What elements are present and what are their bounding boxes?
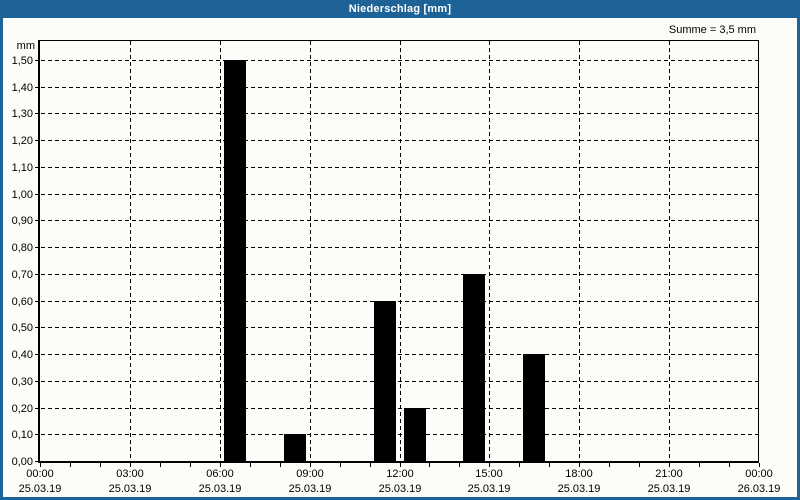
x-tick-date-label: 25.03.19 (199, 483, 242, 495)
window-title: Niederschlag [mm] (348, 3, 452, 15)
precipitation-bar (404, 408, 426, 462)
x-tick-date-label: 25.03.19 (468, 483, 511, 495)
x-tick-time-label: 03:00 (116, 468, 144, 480)
x-tick-date-label: 25.03.19 (19, 483, 62, 495)
sum-annotation: Summe = 3,5 mm (668, 24, 756, 36)
x-tick-date-label: 25.03.19 (558, 483, 601, 495)
y-axis-unit-label: mm (17, 40, 35, 52)
y-tick-label: 0,50 (12, 322, 33, 334)
precipitation-bar (224, 60, 246, 462)
x-tick-date-label: 25.03.19 (289, 483, 332, 495)
x-tick-date-label: 25.03.19 (379, 483, 422, 495)
x-tick-time-label: 00:00 (26, 468, 54, 480)
y-tick-label: 1,30 (12, 108, 33, 120)
x-tick-time-label: 09:00 (296, 468, 324, 480)
x-tick-time-label: 21:00 (655, 468, 683, 480)
y-tick-label: 1,20 (12, 135, 33, 147)
x-tick-date-label: 26.03.19 (738, 483, 781, 495)
y-tick-label: 0,40 (12, 349, 33, 361)
y-tick-label: 0,10 (12, 429, 33, 441)
x-tick-time-label: 18:00 (565, 468, 593, 480)
x-tick-time-label: 00:00 (745, 468, 773, 480)
y-tick-label: 0,80 (12, 242, 33, 254)
window-titlebar: Niederschlag [mm] (3, 0, 797, 18)
y-tick-label: 0,30 (12, 376, 33, 388)
x-tick-time-label: 12:00 (386, 468, 414, 480)
y-tick-label: 0,70 (12, 269, 33, 281)
chart-content: Summe = 3,5 mm 0,00 0,10 0,20 0,30 0,40 0,50 0… (3, 18, 797, 497)
precipitation-bar (284, 434, 306, 462)
x-tick-time-label: 15:00 (475, 468, 503, 480)
precipitation-bar (374, 301, 396, 462)
y-tick-label: 0,60 (12, 296, 33, 308)
x-tick-time-label: 06:00 (206, 468, 234, 480)
precipitation-bar-chart: 0,00 0,10 0,20 0,30 0,40 0,50 0,60 0,70 0,80 0,90… (12, 40, 781, 495)
precipitation-bar (523, 354, 545, 462)
precipitation-bar (463, 274, 485, 462)
y-tick-label: 1,00 (12, 189, 33, 201)
y-tick-label: 1,40 (12, 82, 33, 94)
x-tick-date-label: 25.03.19 (109, 483, 152, 495)
y-tick-label: 1,10 (12, 162, 33, 174)
y-tick-label: 0,20 (12, 403, 33, 415)
y-tick-label: 0,00 (12, 456, 33, 468)
y-tick-label: 0,90 (12, 215, 33, 227)
y-tick-label: 1,50 (12, 55, 33, 67)
x-tick-date-label: 25.03.19 (648, 483, 691, 495)
